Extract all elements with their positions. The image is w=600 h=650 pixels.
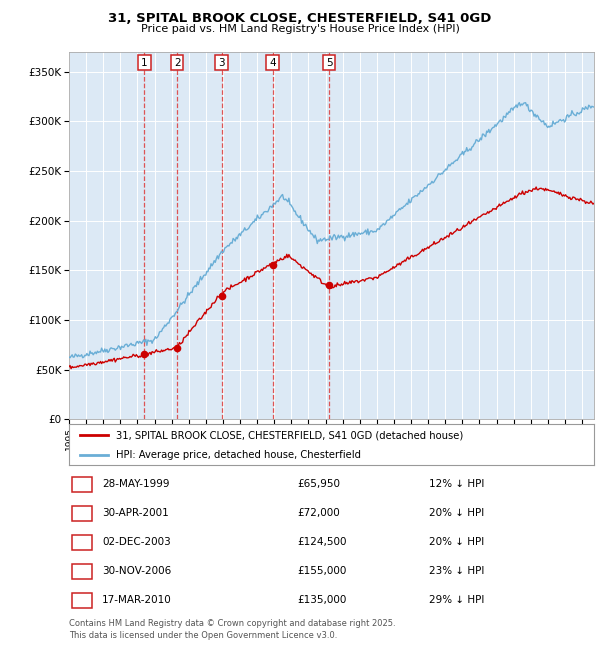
Text: Price paid vs. HM Land Registry's House Price Index (HPI): Price paid vs. HM Land Registry's House … <box>140 24 460 34</box>
Text: 20% ↓ HPI: 20% ↓ HPI <box>429 537 484 547</box>
Text: 4: 4 <box>269 57 276 68</box>
Text: 02-DEC-2003: 02-DEC-2003 <box>102 537 171 547</box>
Text: HPI: Average price, detached house, Chesterfield: HPI: Average price, detached house, Ches… <box>116 450 361 460</box>
Text: 1: 1 <box>79 479 85 489</box>
Text: £135,000: £135,000 <box>297 595 346 604</box>
Text: £65,950: £65,950 <box>297 479 340 489</box>
Text: £155,000: £155,000 <box>297 566 346 576</box>
Text: 17-MAR-2010: 17-MAR-2010 <box>102 595 172 604</box>
Text: 2: 2 <box>174 57 181 68</box>
Text: 30-NOV-2006: 30-NOV-2006 <box>102 566 171 576</box>
Text: 1: 1 <box>141 57 148 68</box>
Text: 28-MAY-1999: 28-MAY-1999 <box>102 479 170 489</box>
Text: This data is licensed under the Open Government Licence v3.0.: This data is licensed under the Open Gov… <box>69 630 337 640</box>
Text: 23% ↓ HPI: 23% ↓ HPI <box>429 566 484 576</box>
Text: 29% ↓ HPI: 29% ↓ HPI <box>429 595 484 604</box>
Text: 20% ↓ HPI: 20% ↓ HPI <box>429 508 484 518</box>
Text: 2: 2 <box>79 508 85 518</box>
Text: 31, SPITAL BROOK CLOSE, CHESTERFIELD, S41 0GD: 31, SPITAL BROOK CLOSE, CHESTERFIELD, S4… <box>109 12 491 25</box>
Text: Contains HM Land Registry data © Crown copyright and database right 2025.: Contains HM Land Registry data © Crown c… <box>69 619 395 628</box>
Text: 3: 3 <box>79 537 85 547</box>
Text: £72,000: £72,000 <box>297 508 340 518</box>
Text: 30-APR-2001: 30-APR-2001 <box>102 508 169 518</box>
Text: 5: 5 <box>79 595 85 604</box>
Text: £124,500: £124,500 <box>297 537 347 547</box>
Text: 5: 5 <box>326 57 332 68</box>
Text: 3: 3 <box>218 57 225 68</box>
Text: 31, SPITAL BROOK CLOSE, CHESTERFIELD, S41 0GD (detached house): 31, SPITAL BROOK CLOSE, CHESTERFIELD, S4… <box>116 430 464 440</box>
Text: 4: 4 <box>79 566 85 576</box>
Text: 12% ↓ HPI: 12% ↓ HPI <box>429 479 484 489</box>
